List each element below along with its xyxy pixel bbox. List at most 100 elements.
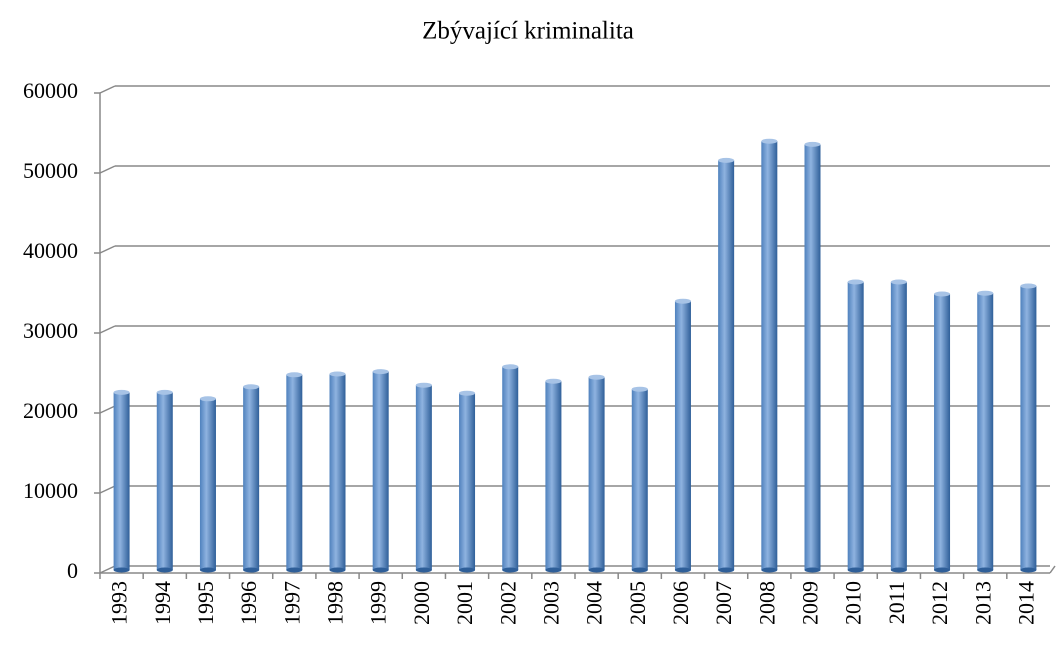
bar	[1020, 283, 1037, 573]
y-tick-label: 50000	[23, 158, 78, 183]
x-tick-label: 2004	[582, 581, 607, 625]
bar-base	[977, 567, 994, 573]
grid-line	[99, 485, 116, 494]
y-tick-label: 30000	[23, 318, 78, 343]
bar-base	[199, 567, 216, 573]
bar-body	[934, 294, 951, 570]
bar-body	[459, 393, 476, 570]
bar-base	[761, 567, 778, 573]
bar-body	[631, 389, 648, 570]
axis	[1049, 565, 1056, 574]
x-tick-label: 2013	[970, 581, 995, 625]
y-tick-label: 0	[67, 558, 78, 583]
x-tick-label: 1999	[366, 581, 391, 625]
x-tick-label: 2005	[625, 581, 650, 625]
bar-body	[113, 392, 130, 570]
bar-body	[199, 398, 216, 570]
x-tick-label: 2012	[927, 581, 952, 625]
bar-body	[1020, 286, 1037, 570]
bar-cap	[156, 389, 173, 395]
bar	[415, 382, 432, 573]
bar-base	[588, 567, 605, 573]
bar-cap	[718, 157, 735, 163]
y-tick-label: 40000	[23, 238, 78, 263]
bar-body	[329, 374, 346, 570]
x-tick-label: 2006	[668, 581, 693, 625]
bar	[286, 372, 303, 573]
x-tick-label: 2008	[754, 581, 779, 625]
bar-body	[588, 377, 605, 570]
x-tick-label: 2014	[1013, 581, 1038, 625]
bar-base	[804, 567, 821, 573]
bar-base	[156, 567, 173, 573]
bar	[372, 369, 389, 573]
x-tick-label: 2000	[409, 581, 434, 625]
bar	[847, 279, 864, 573]
bar	[674, 298, 691, 573]
x-tick-label: 1997	[279, 581, 304, 625]
bar-body	[847, 282, 864, 570]
bar-cap	[761, 138, 778, 144]
bar-cap	[415, 382, 432, 388]
bar	[113, 389, 130, 573]
bar-cap	[934, 291, 951, 297]
bar-base	[545, 567, 562, 573]
bar-cap	[674, 298, 691, 304]
bar-cap	[113, 389, 130, 395]
bar-cap	[977, 290, 994, 296]
grid-line	[99, 165, 116, 174]
bar	[199, 396, 216, 573]
bar-base	[502, 567, 519, 573]
bar	[718, 157, 735, 573]
bar-cap	[199, 396, 216, 402]
x-tick-label: 2002	[495, 581, 520, 625]
bar	[977, 290, 994, 573]
bar-cap	[329, 371, 346, 377]
bar-cap	[631, 386, 648, 392]
bar-body	[243, 386, 260, 570]
bar-body	[545, 381, 562, 570]
y-tick-label: 10000	[23, 478, 78, 503]
bar-body	[372, 371, 389, 570]
bar-base	[718, 567, 735, 573]
bar-cap	[847, 279, 864, 285]
bar-cap	[890, 279, 907, 285]
x-tick-label: 2001	[452, 581, 477, 625]
x-tick-label: 1995	[193, 581, 218, 625]
y-tick-label: 20000	[23, 398, 78, 423]
bar	[804, 141, 821, 573]
bar	[934, 291, 951, 573]
bar-base	[415, 567, 432, 573]
bar-cap	[502, 364, 519, 370]
bar-cap	[286, 372, 303, 378]
grid-line	[99, 85, 116, 94]
bar-base	[1020, 567, 1037, 573]
bar-base	[286, 567, 303, 573]
bar-base	[459, 567, 476, 573]
bar-base	[674, 567, 691, 573]
bar-body	[890, 282, 907, 570]
grid-line	[99, 565, 116, 574]
bar	[502, 364, 519, 573]
bar-body	[415, 385, 432, 570]
bar	[588, 374, 605, 573]
bar	[890, 279, 907, 573]
x-tick-label: 1993	[107, 581, 132, 625]
bar-base	[243, 567, 260, 573]
bar-base	[934, 567, 951, 573]
x-tick-label: 1994	[150, 581, 175, 625]
bar-base	[329, 567, 346, 573]
bar-cap	[804, 141, 821, 147]
bar-body	[804, 144, 821, 570]
bar-body	[156, 392, 173, 570]
bar-cap	[372, 369, 389, 375]
bar-cap	[459, 390, 476, 396]
y-tick-label: 60000	[23, 78, 78, 103]
bar-base	[113, 567, 130, 573]
grid-line	[99, 405, 116, 414]
bar-base	[890, 567, 907, 573]
bar-body	[977, 293, 994, 570]
x-tick-label: 2011	[884, 581, 909, 624]
bar-cap	[1020, 283, 1037, 289]
